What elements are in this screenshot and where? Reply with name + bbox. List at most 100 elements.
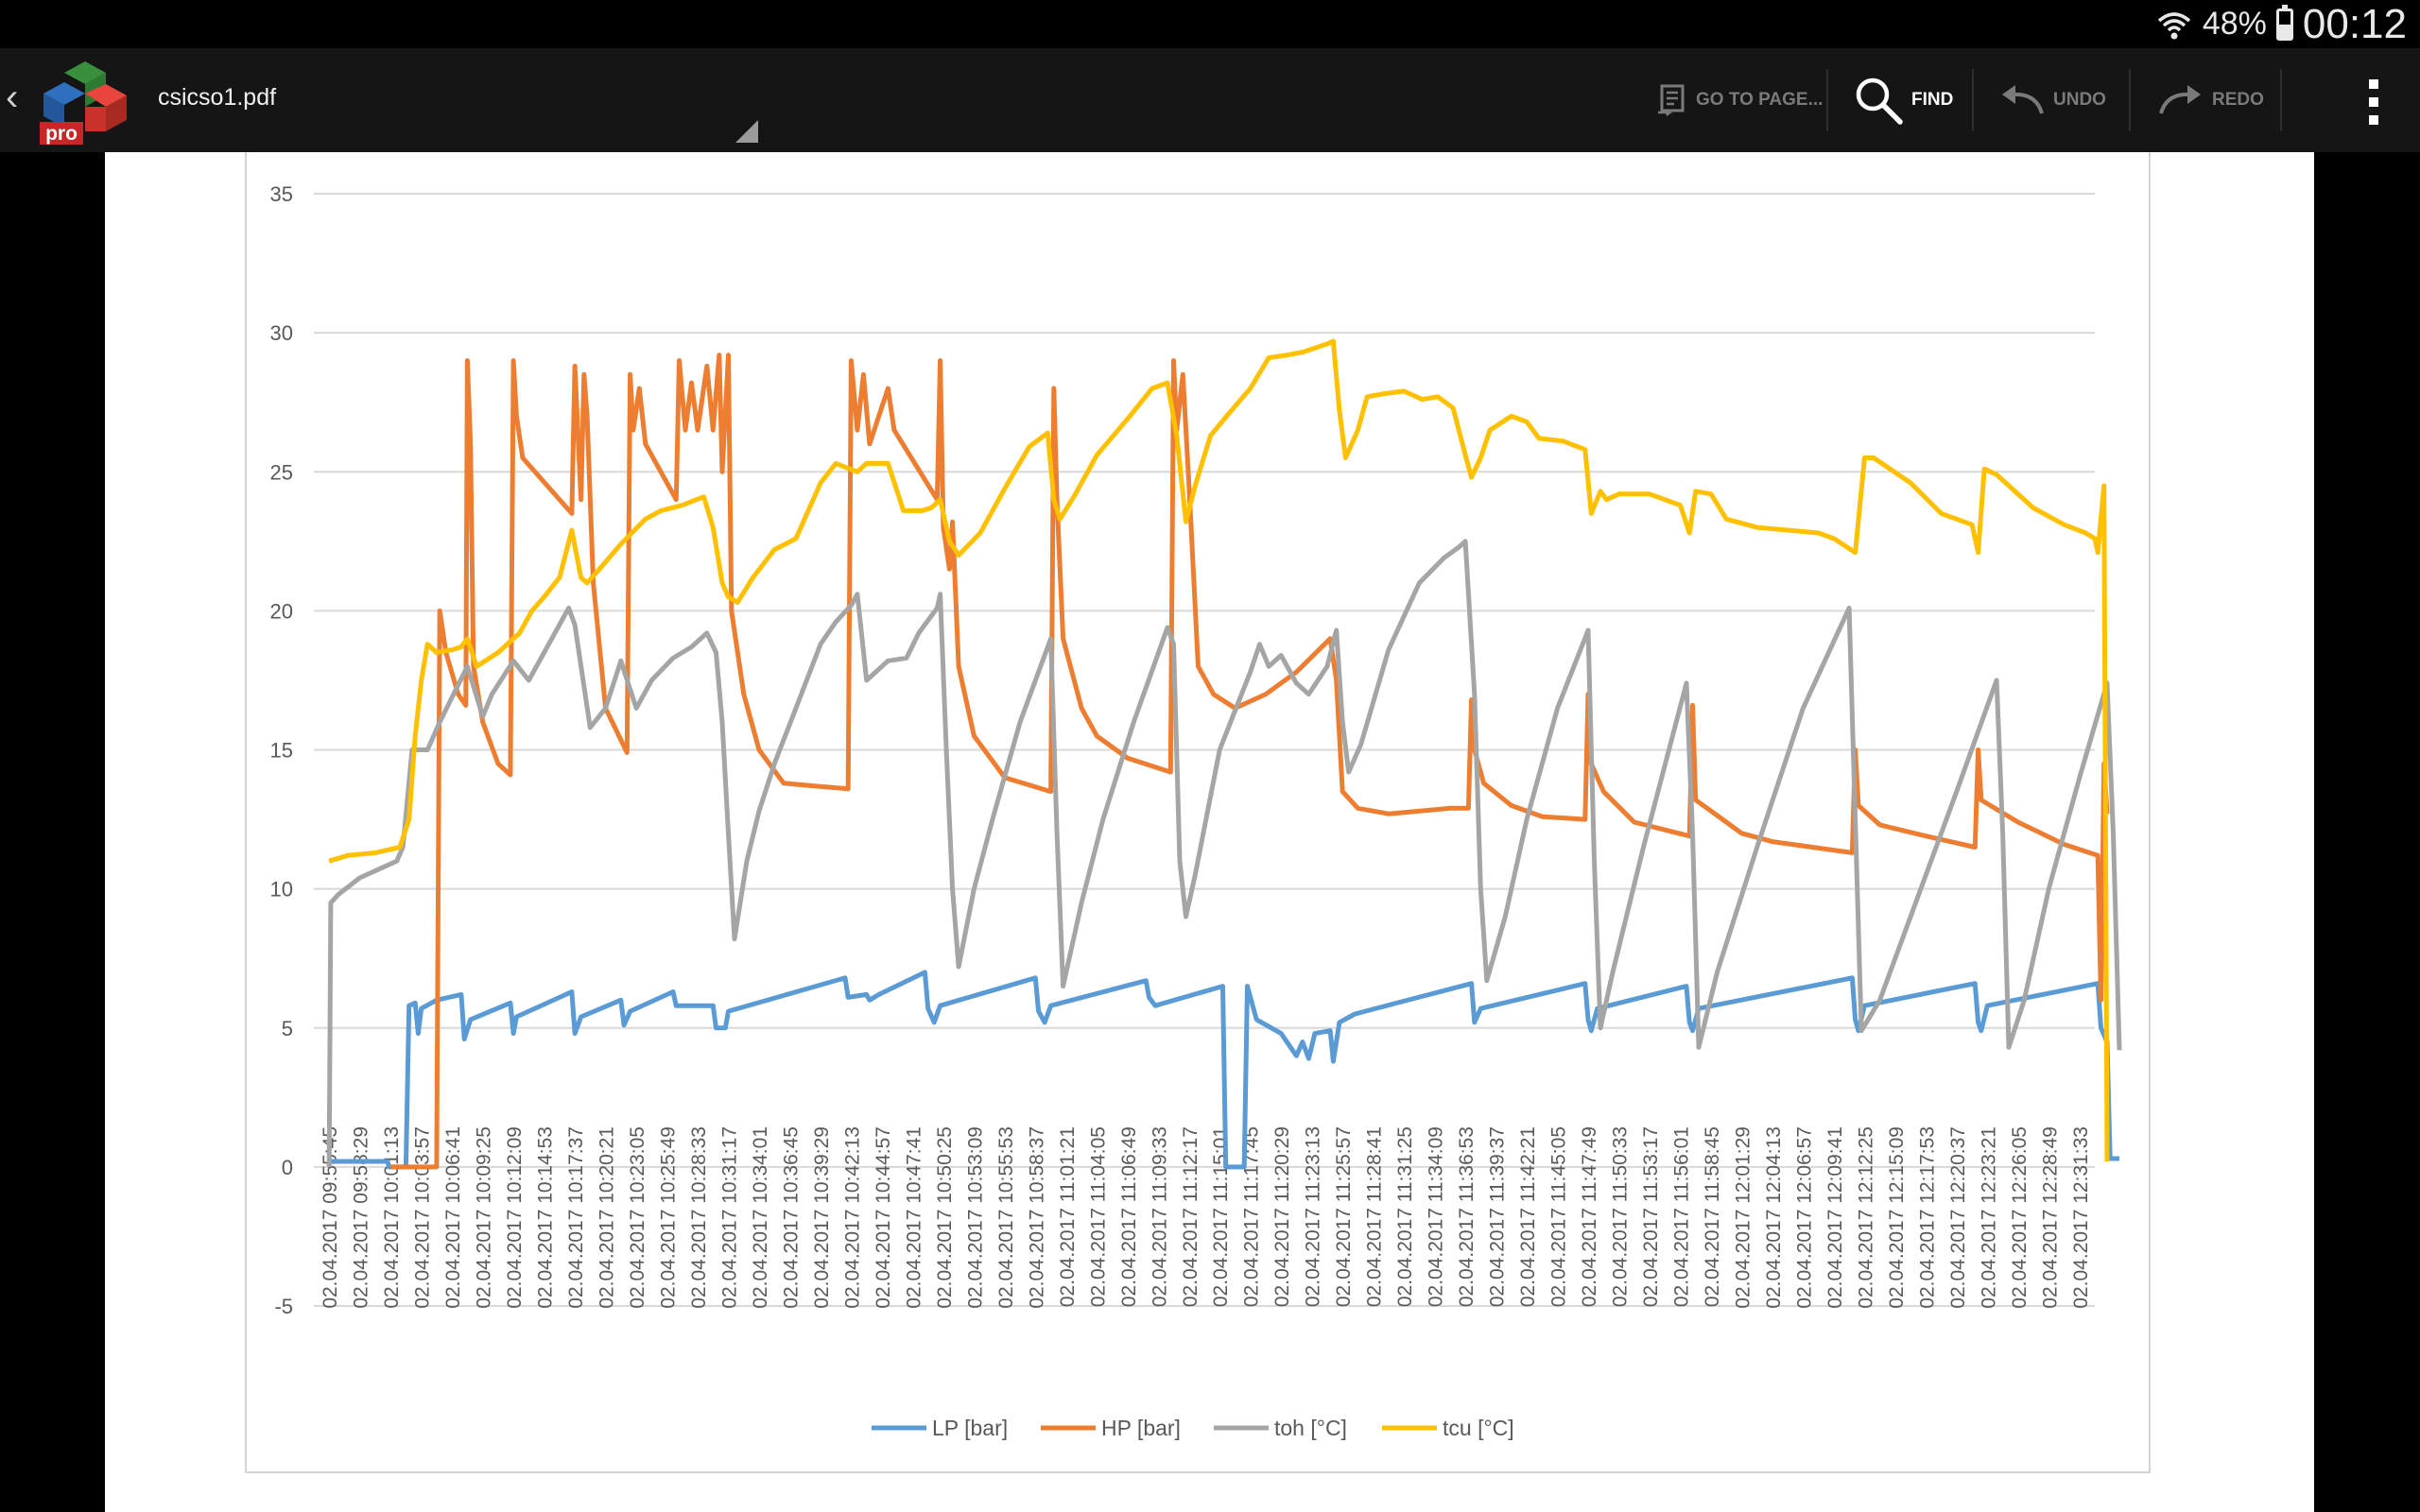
y-tick-label: 0: [282, 1156, 293, 1179]
toolbar-divider: [2280, 69, 2282, 131]
x-tick-label: 02.04.2017 10:12:09: [504, 1126, 526, 1309]
line-chart: -5 0 5 10 15 20 25 30 35 02.04.2017 09:55:45 02.04…: [270, 182, 2122, 1440]
x-tick-label: 02.04.2017 12:23:21: [1978, 1126, 1999, 1309]
redo-label: REDO: [2212, 90, 2264, 110]
x-tick-label: 02.04.2017 11:23:13: [1303, 1126, 1324, 1307]
x-tick-label: 02.04.2017 11:12:17: [1180, 1126, 1201, 1307]
x-tick-label: 02.04.2017 10:44:57: [873, 1126, 894, 1309]
x-tick-label: 02.04.2017 10:31:17: [719, 1126, 741, 1309]
x-tick-label: 02.04.2017 09:58:29: [351, 1126, 372, 1309]
x-tick-label: 02.04.2017 11:17:45: [1241, 1126, 1263, 1307]
x-tick-label: 02.04.2017 10:03:57: [412, 1126, 434, 1309]
app-badge: pro: [45, 123, 78, 145]
overflow-menu-icon[interactable]: [2369, 79, 2378, 125]
x-tick-label: 02.04.2017 10:58:37: [1026, 1126, 1047, 1309]
x-tick-label: 02.04.2017 12:04:13: [1763, 1126, 1785, 1309]
x-tick-label: 02.04.2017 12:26:05: [2009, 1126, 2031, 1309]
wifi-icon: [2157, 11, 2190, 39]
x-tick-label: 02.04.2017 11:50:33: [1610, 1126, 1632, 1307]
x-tick-label: 02.04.2017 11:45:05: [1548, 1126, 1570, 1307]
x-tick-label: 02.04.2017 10:25:49: [658, 1126, 680, 1309]
x-tick-label: 02.04.2017 10:39:29: [811, 1126, 833, 1309]
search-icon: [1856, 77, 1903, 125]
x-tick-label: 02.04.2017 11:25:57: [1333, 1126, 1355, 1307]
x-tick-label: 02.04.2017 12:28:49: [2039, 1126, 2061, 1309]
go-to-page-label: GO TO PAGE...: [1696, 90, 1824, 110]
undo-button[interactable]: UNDO: [1998, 48, 2106, 152]
toolbar-divider: [2129, 69, 2131, 131]
redo-icon: [2159, 85, 2201, 114]
status-indicators: 48% 00:12: [2155, 0, 2407, 48]
x-tick-label: 02.04.2017 10:17:37: [565, 1126, 587, 1309]
toolbar-divider: [1826, 69, 1828, 131]
x-tick-label: 02.04.2017 11:01:21: [1057, 1126, 1079, 1307]
legend-label: HP [bar]: [1101, 1416, 1181, 1440]
y-tick-label: 25: [270, 460, 293, 484]
x-tick-label: 02.04.2017 11:39:37: [1487, 1126, 1509, 1307]
y-tick-label: 5: [282, 1017, 293, 1040]
legend-label: tcu [°C]: [1443, 1416, 1514, 1440]
go-to-page-button[interactable]: GO TO PAGE...: [1656, 48, 1823, 152]
x-tick-label: 02.04.2017 11:06:49: [1118, 1126, 1140, 1307]
find-label: FIND: [1911, 90, 1954, 110]
dropdown-corner-icon[interactable]: [735, 120, 758, 143]
app-toolbar: ‹ pro csicso1.pdf GO TO PAGE... FIND: [0, 48, 2420, 152]
pdf-page[interactable]: -5 0 5 10 15 20 25 30 35 02.04.2017 09:55:45 02.04…: [105, 152, 2314, 1512]
document-title: csicso1.pdf: [158, 84, 277, 111]
chart-area: -5 0 5 10 15 20 25 30 35 02.04.2017 09:55:45 02.04…: [245, 152, 2151, 1473]
x-tick-label: 02.04.2017 10:36:45: [780, 1126, 802, 1309]
battery-icon: [2275, 4, 2293, 41]
series-line-hp: [390, 352, 2110, 1170]
y-tick-label: 20: [270, 599, 293, 623]
x-tick-label: 02.04.2017 10:55:53: [995, 1126, 1017, 1309]
y-tick-label: 10: [270, 878, 293, 902]
x-tick-label: 02.04.2017 10:42:13: [841, 1126, 863, 1309]
x-tick-label: 02.04.2017 12:20:37: [1947, 1126, 1969, 1309]
x-tick-label: 02.04.2017 11:53:17: [1640, 1126, 1662, 1307]
undo-label: UNDO: [2053, 90, 2106, 110]
x-tick-label: 02.04.2017 11:42:21: [1517, 1126, 1539, 1307]
right-margin: [2314, 152, 2420, 1512]
y-tick-label: 15: [270, 739, 293, 763]
series-line-tcu: [328, 338, 2110, 1162]
x-tick-label: 02.04.2017 10:50:25: [934, 1126, 956, 1309]
x-tick-label: 02.04.2017 10:09:25: [474, 1126, 495, 1309]
back-chevron-icon[interactable]: ‹: [6, 77, 19, 118]
x-tick-label: 02.04.2017 11:31:25: [1394, 1126, 1416, 1307]
x-tick-label: 02.04.2017 11:28:41: [1364, 1126, 1386, 1307]
x-tick-label: 02.04.2017 12:12:25: [1855, 1126, 1876, 1309]
x-tick-label: 02.04.2017 12:06:57: [1793, 1126, 1815, 1309]
toolbar-divider: [1972, 69, 1974, 131]
redo-button[interactable]: REDO: [2157, 48, 2264, 152]
x-tick-label: 02.04.2017 10:34:01: [750, 1126, 771, 1309]
battery-fill: [2278, 25, 2290, 38]
legend-label: LP [bar]: [932, 1416, 1008, 1440]
x-tick-label: 02.04.2017 11:20:29: [1271, 1126, 1293, 1307]
x-tick-label: 02.04.2017 10:01:13: [381, 1126, 403, 1309]
x-tick-label: 02.04.2017 09:55:45: [320, 1126, 341, 1309]
x-tick-label: 02.04.2017 10:06:41: [442, 1126, 464, 1309]
x-tick-label: 02.04.2017 10:47:41: [903, 1126, 925, 1309]
go-to-page-icon: [1658, 84, 1685, 116]
x-tick-label: 02.04.2017 10:14:53: [535, 1126, 557, 1309]
x-tick-label: 02.04.2017 12:09:41: [1824, 1126, 1846, 1309]
x-tick-label: 02.04.2017 11:56:01: [1670, 1126, 1692, 1307]
x-tick-label: 02.04.2017 10:28:33: [688, 1126, 710, 1309]
legend-label: toh [°C]: [1274, 1416, 1347, 1440]
y-tick-label: 30: [270, 321, 293, 345]
y-tick-label: 35: [270, 182, 293, 206]
battery-percentage: 48%: [2202, 6, 2267, 42]
x-tick-label: 02.04.2017 12:15:09: [1886, 1126, 1908, 1309]
x-tick-label: 02.04.2017 11:09:33: [1149, 1126, 1170, 1307]
x-tick-label: 02.04.2017 10:20:21: [596, 1126, 618, 1309]
series-line-toh: [326, 539, 2122, 1167]
x-tick-label: 02.04.2017 11:15:01: [1210, 1126, 1232, 1307]
app-logo[interactable]: pro: [36, 56, 130, 146]
x-tick-label: 02.04.2017 11:58:45: [1702, 1126, 1723, 1307]
x-tick-label: 02.04.2017 11:47:49: [1579, 1126, 1600, 1307]
find-button[interactable]: FIND: [1853, 48, 1953, 152]
x-tick-label: 02.04.2017 10:23:05: [627, 1126, 648, 1309]
x-tick-label: 02.04.2017 10:53:09: [964, 1126, 986, 1309]
y-tick-label: -5: [274, 1295, 293, 1318]
x-tick-label: 02.04.2017 12:31:33: [2070, 1126, 2092, 1309]
